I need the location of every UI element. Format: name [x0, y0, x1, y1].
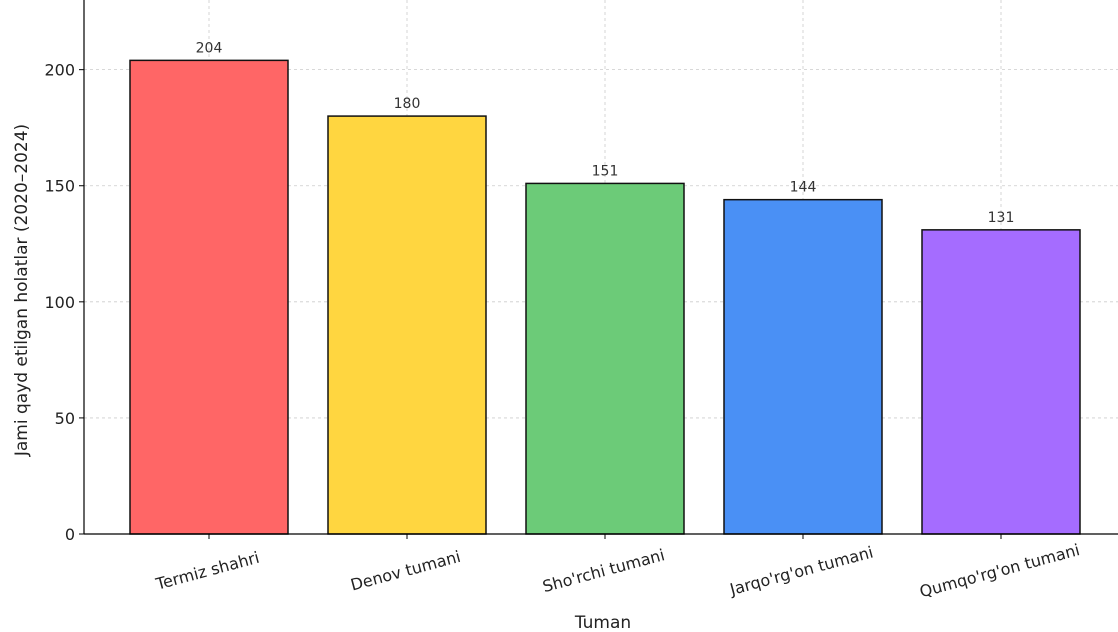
bar	[327, 115, 487, 535]
bar	[723, 198, 883, 535]
bar	[921, 229, 1081, 535]
bars-group	[129, 59, 1081, 535]
bar-value-label: 180	[394, 96, 421, 112]
bar-value-label: 204	[196, 40, 223, 56]
y-tick-label: 50	[55, 409, 75, 428]
bar-value-label: 144	[790, 180, 817, 196]
y-tick-label: 100	[44, 293, 75, 312]
bar	[525, 182, 685, 535]
bar	[129, 59, 289, 535]
bar-value-label: 131	[988, 210, 1015, 226]
bar-value-label: 151	[592, 163, 619, 179]
y-tick-label: 0	[65, 525, 75, 544]
axes-group	[83, 0, 1118, 535]
y-tick-label: 200	[44, 61, 75, 80]
value-labels-group: 204 180 151 144 131	[196, 40, 1015, 225]
x-axis-title: Tuman	[574, 613, 631, 632]
y-axis-title: Jami qayd etilgan holatlar (2020–2024)	[12, 124, 32, 457]
y-ticks-group: 0 50 100 150 200	[44, 61, 84, 544]
y-tick-label: 150	[44, 177, 75, 196]
